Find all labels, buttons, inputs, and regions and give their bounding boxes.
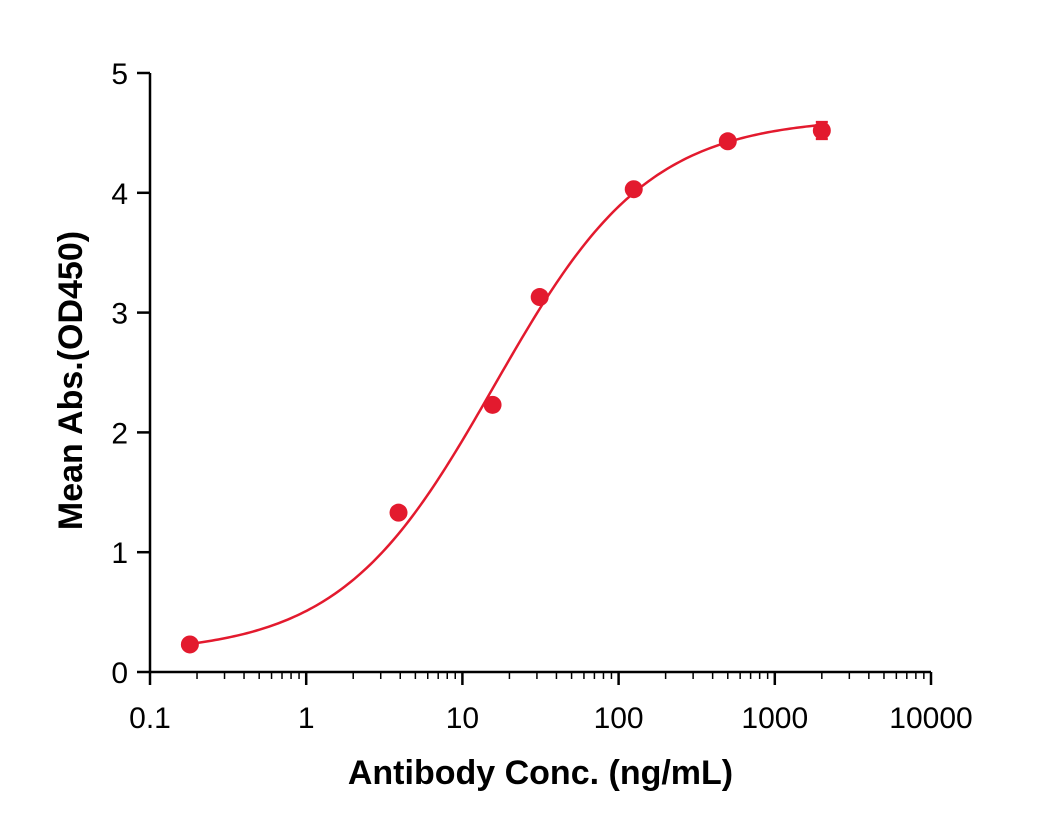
y-tick-label: 5: [111, 58, 128, 91]
data-point: [530, 288, 549, 307]
y-axis-title: Mean Abs.(OD450): [52, 231, 90, 530]
y-axis-ticks: 0 1 2 3 4 5: [111, 58, 150, 690]
data-point: [624, 180, 643, 199]
x-tick-label: 1000: [741, 702, 808, 735]
data-point: [718, 132, 737, 151]
x-tick-label: 10: [446, 702, 479, 735]
x-axis-ticks: 0.1 1 10 100 1000 10000: [129, 672, 973, 735]
x-tick-label: 1: [298, 702, 315, 735]
x-tick-label: 10000: [889, 702, 972, 735]
axes: [148, 73, 931, 674]
x-tick-label: 100: [594, 702, 644, 735]
y-tick-label: 2: [111, 417, 128, 450]
y-tick-label: 0: [111, 657, 128, 690]
y-tick-label: 1: [111, 537, 128, 570]
fit-curve: [189, 123, 822, 646]
data-point: [812, 121, 831, 140]
data-points: [180, 120, 831, 654]
data-point: [180, 635, 199, 654]
x-tick-label: 0.1: [129, 702, 171, 735]
x-axis-title: Antibody Conc. (ng/mL): [348, 754, 733, 792]
data-point: [389, 503, 408, 522]
data-point: [483, 395, 502, 414]
y-tick-label: 4: [111, 178, 128, 211]
y-tick-label: 3: [111, 298, 128, 331]
